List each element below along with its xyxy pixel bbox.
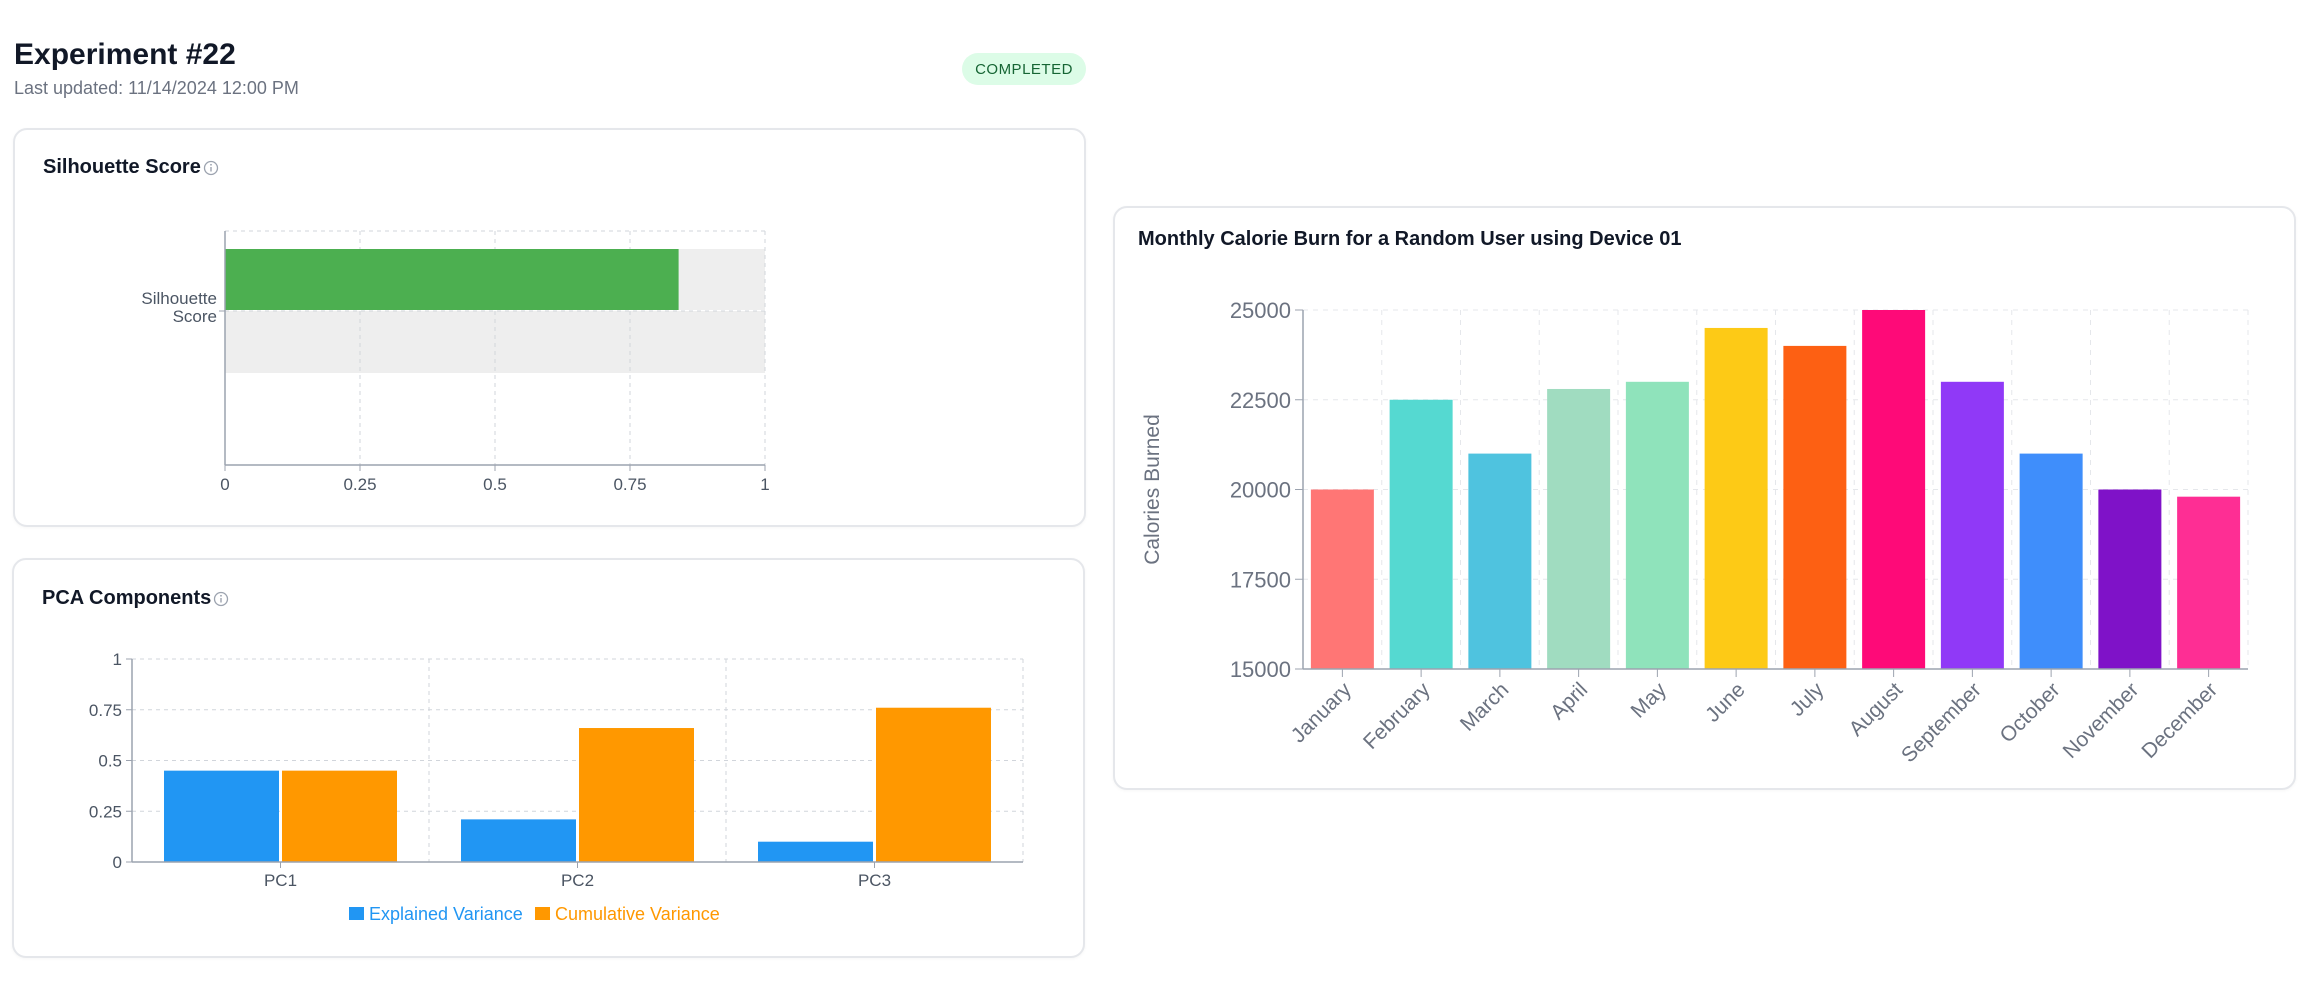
y-tick-label: Silhouette (141, 289, 217, 308)
y-tick-label: 0.75 (89, 701, 122, 720)
x-tick-label: April (1546, 678, 1592, 724)
y-tick-label: 0.25 (89, 802, 122, 821)
legend-label: Explained Variance (369, 904, 523, 924)
x-tick-label: 0.25 (343, 475, 376, 494)
pca-bar-cumulative (876, 707, 991, 862)
pca-bar-explained (758, 841, 873, 862)
calorie-bar (1783, 345, 1847, 669)
pca-bar-explained (461, 819, 576, 862)
x-tick-label: January (1287, 678, 1356, 747)
calorie-bar (1704, 327, 1768, 669)
x-tick-label: September (1897, 678, 1986, 767)
x-tick-label: June (1701, 678, 1749, 726)
x-tick-label: December (2137, 678, 2222, 763)
x-tick-label: PC2 (561, 871, 594, 890)
y-tick-label: Score (173, 307, 217, 326)
x-tick-label: August (1845, 678, 1908, 741)
x-tick-label: PC3 (858, 871, 891, 890)
legend-swatch (535, 907, 550, 920)
calorie-bar (1389, 399, 1453, 669)
y-axis-label: Calories Burned (1141, 414, 1164, 565)
info-icon[interactable] (203, 160, 219, 176)
pca-components-card: PCA Components 0 0.25 0.5 0.75 1 PC1 PC2 PC3 Exp… (12, 558, 1085, 958)
y-tick-label: 20000 (1230, 478, 1291, 503)
info-icon[interactable] (213, 591, 229, 607)
x-tick-label: October (1996, 678, 2065, 747)
calorie-bar (1940, 381, 2004, 669)
calorie-bar (1468, 453, 1532, 669)
silhouette-score-card: Silhouette Score 0 0.25 0.5 0.75 1 Silhouette… (13, 128, 1086, 527)
x-tick-label: 1 (760, 475, 769, 494)
y-tick-label: 17500 (1230, 567, 1291, 592)
x-tick-label: February (1359, 678, 1435, 754)
x-tick-label: PC1 (264, 871, 297, 890)
calorie-burn-card: Monthly Calorie Burn for a Random User u… (1113, 206, 2296, 790)
legend-label: Cumulative Variance (555, 904, 720, 924)
calorie-bar (2019, 453, 2083, 669)
calorie-chart: 15000 17500 20000 22500 25000 January February… (1141, 298, 2249, 767)
legend-swatch (349, 907, 364, 920)
calorie-card-title: Monthly Calorie Burn for a Random User u… (1138, 228, 1682, 250)
x-tick-label: 0.5 (483, 475, 507, 494)
y-tick-label: 0.5 (98, 752, 122, 771)
x-tick-label: November (2059, 678, 2144, 763)
pca-bar-cumulative (579, 728, 694, 862)
x-tick-label: July (1786, 678, 1829, 721)
status-badge: COMPLETED (962, 53, 1086, 85)
calorie-bar (1862, 310, 1926, 669)
x-tick-label: May (1627, 678, 1672, 723)
calorie-bar (2098, 489, 2162, 669)
x-tick-label: 0.75 (613, 475, 646, 494)
silhouette-card-title: Silhouette Score (43, 156, 201, 178)
y-tick-label: 1 (113, 650, 122, 669)
last-updated-text: Last updated: 11/14/2024 12:00 PM (14, 78, 299, 98)
calorie-bar (1625, 381, 1689, 669)
x-tick-label: 0 (220, 475, 229, 494)
pca-chart: 0 0.25 0.5 0.75 1 PC1 PC2 PC3 Explained Variance… (89, 650, 1024, 924)
pca-bar-explained (164, 770, 279, 862)
x-tick-label: March (1456, 678, 1514, 736)
calorie-bar (1310, 489, 1374, 669)
silhouette-bar (225, 249, 679, 310)
y-tick-label: 0 (113, 853, 122, 872)
y-tick-label: 15000 (1230, 657, 1291, 682)
y-tick-label: 22500 (1230, 388, 1291, 413)
page-title: Experiment #22 (14, 38, 236, 71)
pca-bar-cumulative (282, 770, 397, 862)
y-tick-label: 25000 (1230, 298, 1291, 323)
pca-card-title: PCA Components (42, 587, 212, 609)
calorie-bar (2177, 496, 2241, 669)
calorie-bar (1547, 388, 1611, 669)
